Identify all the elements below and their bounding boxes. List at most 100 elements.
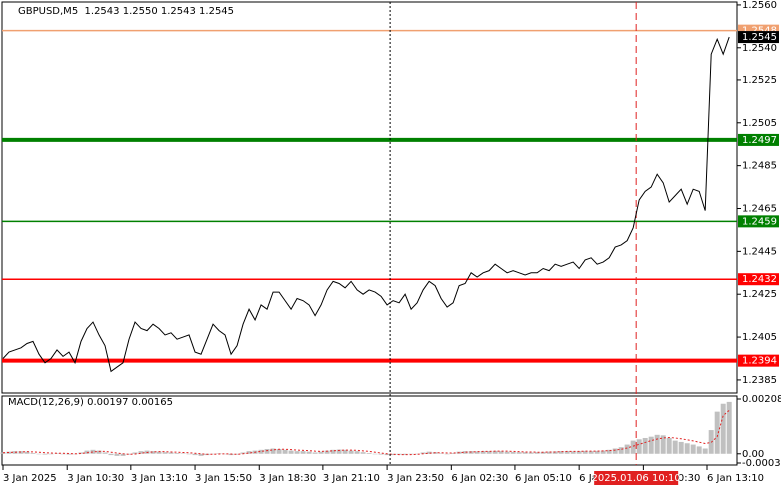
x-tick-label: 6 Jan 02:30 (451, 473, 508, 484)
y-tick-label: 0.00208 (742, 394, 781, 405)
macd-bar (30, 452, 36, 454)
level-label-box (738, 354, 779, 367)
macd-bar (96, 450, 102, 454)
macd-bar (636, 439, 642, 454)
crosshair-time-label: 2025.01.06 10:10 (592, 473, 681, 484)
macd-bar (474, 451, 480, 454)
macd-bar (0, 452, 6, 454)
macd-bar (720, 403, 726, 454)
macd-bar (222, 453, 228, 455)
macd-bar (294, 451, 300, 454)
macd-bar (564, 451, 570, 454)
macd-bar (18, 451, 24, 454)
macd-panel-frame (1, 395, 738, 466)
macd-bar (282, 449, 288, 454)
macd-bar (66, 453, 72, 455)
y-tick-label: 1.2540 (742, 43, 777, 54)
macd-bar (186, 453, 192, 455)
macd-bar (24, 451, 30, 454)
macd-bar (438, 453, 444, 454)
chart-title: GBPUSD,M5 1.2543 1.2550 1.2543 1.2545 (18, 6, 234, 17)
macd-bar (690, 444, 696, 454)
macd-bar (546, 451, 552, 454)
last-price-label: 1.2545 (742, 32, 777, 43)
macd-bar (402, 453, 408, 455)
price-line (2, 36, 730, 373)
macd-bar (270, 448, 276, 454)
macd-bar (594, 450, 600, 454)
macd-bar (168, 452, 174, 454)
macd-bar (702, 448, 708, 454)
y-tick-label: 1.2425 (742, 289, 777, 300)
macd-bar (84, 450, 90, 454)
macd-bar (258, 449, 264, 454)
main-panel-frame (1, 1, 738, 394)
macd-bar (150, 451, 156, 454)
x-tick-label: 6 Jan 05:10 (515, 473, 572, 484)
macd-bar (612, 448, 618, 454)
level-label-box (738, 215, 779, 228)
macd-bar (684, 443, 690, 454)
macd-bar (114, 453, 120, 456)
y-tick-label: 1.2560 (742, 0, 777, 11)
macd-bar (504, 451, 510, 454)
macd-title: MACD(12,26,9) 0.00197 0.00165 (8, 397, 173, 408)
macd-bar (600, 450, 606, 454)
macd-bar (126, 453, 132, 455)
macd-bar (348, 450, 354, 454)
macd-bar (420, 452, 426, 454)
level-label: 1.2459 (742, 216, 777, 227)
macd-bar (630, 440, 636, 454)
macd-bar (618, 447, 624, 454)
y-tick-label: 1.2385 (742, 375, 777, 386)
crosshair-time-box (594, 471, 679, 485)
macd-bar (642, 437, 648, 454)
macd-bar (672, 440, 678, 454)
macd-bar (624, 444, 630, 454)
x-tick-label: 3 Jan 15:50 (195, 473, 252, 484)
macd-bar (498, 451, 504, 454)
macd-bar (660, 435, 666, 454)
macd-bar (120, 453, 126, 456)
macd-bar (408, 453, 414, 455)
y-tick-label: 0.00 (742, 449, 764, 460)
x-tick-label: 6 Jan 13:10 (707, 473, 764, 484)
macd-bar (156, 451, 162, 454)
macd-bar (42, 453, 48, 455)
macd-bar (312, 452, 318, 454)
y-tick-label: 1.2505 (742, 118, 777, 129)
macd-bar (426, 451, 432, 454)
macd-bar (714, 411, 720, 454)
macd-bar (90, 449, 96, 454)
macd-bar (486, 451, 492, 454)
macd-bar (60, 453, 66, 455)
macd-bar (588, 451, 594, 454)
macd-bar (492, 450, 498, 454)
macd-bar (372, 453, 378, 455)
macd-bar (366, 452, 372, 454)
macd-bar (582, 450, 588, 454)
y-tick-label: 1.2525 (742, 75, 777, 86)
macd-bar (180, 453, 186, 454)
macd-bar (726, 401, 732, 454)
macd-bar (648, 436, 654, 454)
macd-bar (192, 453, 198, 456)
macd-bar (78, 452, 84, 454)
macd-bar (300, 451, 306, 454)
macd-bar (234, 453, 240, 455)
macd-bar (306, 451, 312, 454)
x-tick-label: 3 Jan 13:10 (131, 473, 188, 484)
macd-bar (342, 449, 348, 454)
macd-bar (522, 452, 528, 454)
y-tick-label: 1.2445 (742, 246, 777, 257)
macd-bar (528, 452, 534, 454)
level-label: 1.2497 (742, 135, 777, 146)
level-label-box (738, 273, 779, 286)
x-tick-label: 3 Jan 23:50 (387, 473, 444, 484)
macd-bar (102, 452, 108, 454)
macd-bar (480, 451, 486, 454)
x-tick-label: 3 Jan 18:30 (259, 473, 316, 484)
level-label: 1.2394 (742, 356, 777, 367)
